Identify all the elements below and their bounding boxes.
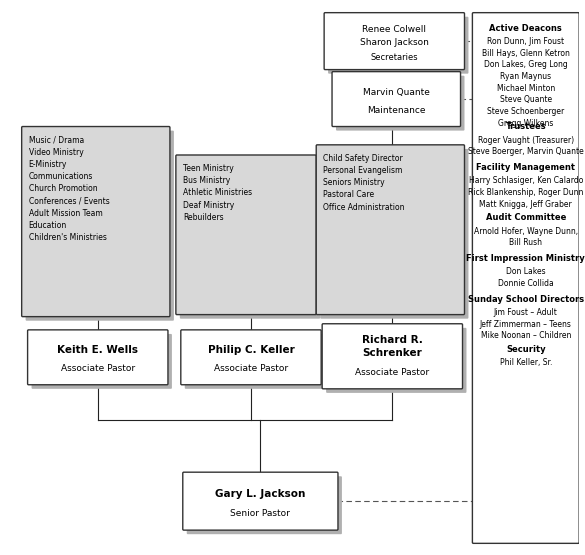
FancyBboxPatch shape (176, 155, 316, 315)
Text: Senior Pastor: Senior Pastor (230, 509, 290, 518)
FancyBboxPatch shape (183, 472, 338, 530)
Text: Ron Dunn, Jim Foust
Bill Hays, Glenn Ketron
Don Lakes, Greg Long
Ryan Maynus
Mic: Ron Dunn, Jim Foust Bill Hays, Glenn Ket… (482, 37, 570, 128)
Text: Security: Security (506, 345, 546, 354)
Text: Maintenance: Maintenance (367, 106, 425, 115)
Text: Schrenker: Schrenker (363, 347, 422, 357)
FancyBboxPatch shape (32, 334, 172, 389)
FancyBboxPatch shape (185, 334, 325, 389)
Text: Associate Pastor: Associate Pastor (355, 368, 429, 377)
Text: Music / Drama
Video Ministry
E-Ministry
Communications
Church Promotion
Conferen: Music / Drama Video Ministry E-Ministry … (29, 135, 109, 242)
FancyBboxPatch shape (322, 324, 463, 389)
Text: Trustees: Trustees (505, 123, 546, 132)
Text: Sharon Jackson: Sharon Jackson (360, 38, 429, 47)
FancyBboxPatch shape (187, 476, 342, 534)
Text: Facility Management: Facility Management (476, 163, 575, 172)
FancyBboxPatch shape (26, 130, 174, 321)
FancyBboxPatch shape (316, 145, 464, 315)
Text: Philip C. Keller: Philip C. Keller (208, 345, 294, 355)
Text: Marvin Quante: Marvin Quante (363, 88, 430, 97)
Text: First Impression Ministry: First Impression Ministry (466, 254, 585, 263)
Text: Secretaries: Secretaries (370, 53, 418, 62)
Text: Associate Pastor: Associate Pastor (214, 365, 288, 374)
Text: Jim Foust – Adult
Jeff Zimmerman – Teens
Mike Noonan – Children: Jim Foust – Adult Jeff Zimmerman – Teens… (480, 308, 572, 340)
Text: Child Safety Director
Personal Evangelism
Seniors Ministry
Pastoral Care
Office : Child Safety Director Personal Evangelis… (323, 154, 405, 211)
Text: Active Deacons: Active Deacons (490, 24, 562, 33)
Text: Harry Schlasiger, Ken Calardo
Rick Blankenship, Roger Dunn
Matt Knigga, Jeff Gra: Harry Schlasiger, Ken Calardo Rick Blank… (468, 176, 583, 209)
Text: Richard R.: Richard R. (362, 335, 423, 345)
Text: Don Lakes
Donnie Collida: Don Lakes Donnie Collida (498, 268, 553, 288)
FancyBboxPatch shape (22, 127, 170, 317)
FancyBboxPatch shape (27, 330, 168, 385)
Text: Sunday School Directors: Sunday School Directors (468, 295, 584, 304)
Text: Gary L. Jackson: Gary L. Jackson (215, 489, 305, 499)
FancyBboxPatch shape (324, 13, 464, 69)
FancyBboxPatch shape (320, 149, 469, 319)
FancyBboxPatch shape (332, 72, 460, 127)
Text: Audit Committee: Audit Committee (486, 214, 566, 223)
Text: Renee Colwell: Renee Colwell (362, 24, 426, 33)
FancyBboxPatch shape (336, 75, 464, 130)
Text: Roger Vaught (Treasurer)
Steve Boerger, Marvin Quante: Roger Vaught (Treasurer) Steve Boerger, … (468, 135, 584, 157)
FancyBboxPatch shape (326, 328, 466, 393)
FancyBboxPatch shape (181, 330, 321, 385)
FancyBboxPatch shape (180, 159, 320, 319)
Text: Keith E. Wells: Keith E. Wells (57, 345, 138, 355)
Text: Phil Keller, Sr.: Phil Keller, Sr. (500, 359, 552, 367)
FancyBboxPatch shape (328, 17, 469, 74)
FancyBboxPatch shape (473, 13, 579, 543)
Text: Associate Pastor: Associate Pastor (61, 365, 135, 374)
Text: Arnold Hofer, Wayne Dunn,
Bill Rush: Arnold Hofer, Wayne Dunn, Bill Rush (474, 226, 578, 248)
Text: Teen Ministry
Bus Ministry
Athletic Ministries
Deaf Ministry
Rebuilders: Teen Ministry Bus Ministry Athletic Mini… (183, 164, 252, 222)
